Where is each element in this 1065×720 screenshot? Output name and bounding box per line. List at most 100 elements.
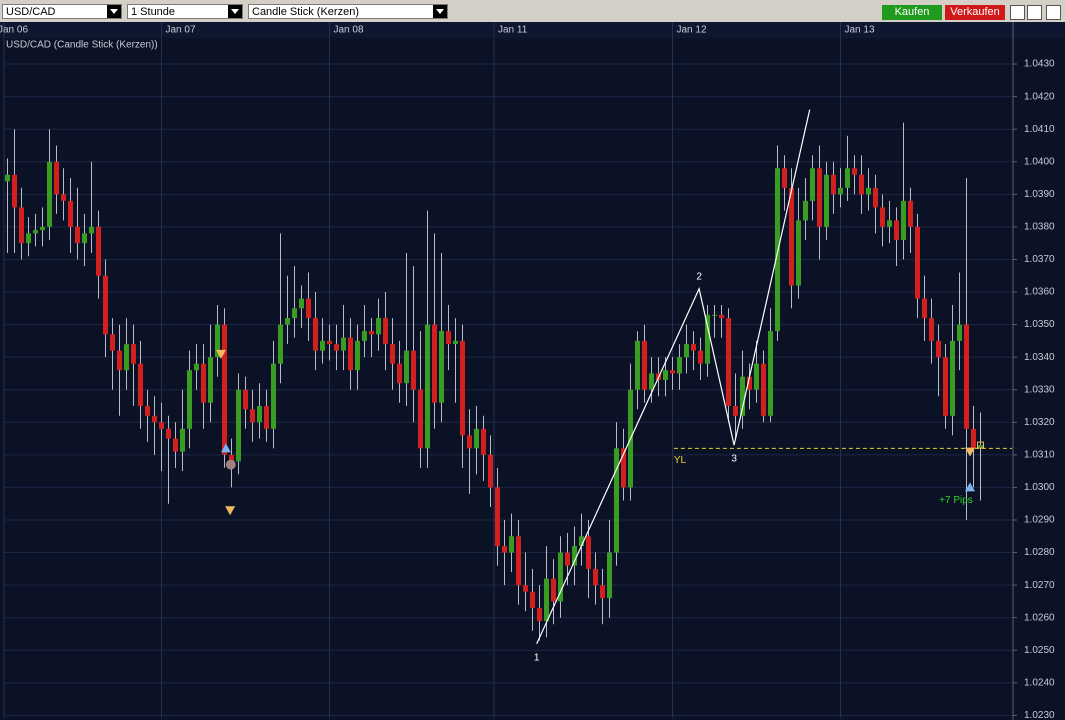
y-tick-label: 1.0340 — [1024, 352, 1055, 363]
candle-body — [228, 454, 235, 462]
x-tick-label: Jan 13 — [845, 25, 875, 36]
candle-body — [207, 357, 214, 403]
candle-body — [935, 340, 942, 358]
candle-body — [144, 406, 151, 416]
bar-icon[interactable] — [1010, 5, 1025, 20]
buy-button[interactable]: Kaufen — [882, 5, 942, 20]
candle-body — [942, 357, 949, 416]
candle-body — [291, 308, 298, 319]
y-tick-label: 1.0270 — [1024, 580, 1055, 591]
candle-body — [809, 168, 816, 201]
sell-button[interactable]: Verkaufen — [945, 5, 1005, 20]
x-tick-label: Jan 07 — [166, 25, 196, 36]
candle-body — [326, 340, 333, 345]
candle-body — [165, 428, 172, 439]
candle-body — [641, 340, 648, 390]
y-tick-label: 1.0280 — [1024, 547, 1055, 558]
candle-body — [88, 226, 95, 234]
candle-body — [592, 568, 599, 586]
marker — [965, 447, 975, 457]
x-tick-label: Jan 11 — [498, 25, 528, 36]
candle-body — [753, 363, 760, 390]
candle-body — [914, 226, 921, 299]
wave-label: 1 — [534, 652, 540, 663]
candle-body — [585, 536, 592, 569]
candle-body — [305, 298, 312, 319]
candle-body — [711, 314, 718, 316]
candle-body — [823, 174, 830, 227]
candle-body — [487, 454, 494, 488]
marker — [977, 441, 984, 449]
candle-body — [648, 373, 655, 390]
candle-body — [872, 187, 879, 208]
style-select[interactable]: Candle Stick (Kerzen) — [248, 4, 448, 19]
candle-body — [102, 275, 109, 335]
pips-label: +7 Pips — [939, 495, 973, 506]
candle-body — [214, 324, 221, 358]
candle-body — [382, 318, 389, 345]
candle-body — [242, 389, 249, 410]
candle-body — [25, 233, 32, 244]
candle-body — [851, 168, 858, 175]
candle-body — [284, 318, 291, 325]
candle-body — [221, 324, 228, 455]
candle-body — [130, 344, 137, 364]
candle-body — [361, 331, 368, 341]
candle-body — [403, 350, 410, 384]
candle-body — [900, 200, 907, 240]
y-tick-label: 1.0370 — [1024, 254, 1055, 265]
candle-body — [956, 324, 963, 341]
candle-body — [109, 334, 116, 351]
period: 1 Stunde — [131, 6, 176, 18]
candle-body — [410, 350, 417, 390]
candle-body — [389, 344, 396, 364]
y-tick-label: 1.0420 — [1024, 91, 1055, 102]
draw-icon[interactable] — [1027, 5, 1042, 20]
candle-body — [739, 376, 746, 416]
candle-body — [550, 578, 557, 602]
y-tick-label: 1.0410 — [1024, 124, 1055, 135]
y-tick-label: 1.0430 — [1024, 59, 1055, 70]
candle-body — [634, 340, 641, 390]
candle-body — [312, 318, 319, 351]
candle-body — [879, 207, 886, 227]
candle-body — [95, 226, 102, 276]
symbol-select[interactable]: USD/CAD — [2, 4, 122, 19]
candle-body — [802, 200, 809, 221]
window-icon[interactable] — [1046, 5, 1061, 20]
y-tick-label: 1.0400 — [1024, 156, 1055, 167]
candle-body — [676, 357, 683, 374]
candle-body — [564, 552, 571, 566]
candle-body — [46, 161, 53, 227]
candle-body — [732, 406, 739, 416]
candle-body — [172, 438, 179, 452]
candle-body — [200, 363, 207, 403]
candle-body — [599, 585, 606, 599]
candle-body — [557, 552, 564, 602]
candle-body — [795, 220, 802, 286]
candle-body — [921, 298, 928, 319]
period-select[interactable]: 1 Stunde — [127, 4, 243, 19]
candle-body — [746, 376, 753, 390]
candle-body — [704, 314, 711, 364]
wave-label: 2 — [696, 271, 702, 282]
candle-body — [683, 344, 690, 358]
chart: USD/CAD (Candle Stick (Kerzen)) 1.0230 1.… — [0, 22, 1065, 720]
candle-body — [256, 406, 263, 423]
wave-label: 3 — [731, 454, 737, 465]
candle-body — [970, 428, 977, 449]
candle-body — [298, 298, 305, 309]
candle-body — [277, 324, 284, 364]
candle-body — [32, 230, 39, 234]
marker — [225, 459, 236, 470]
chart-style: Candle Stick (Kerzen) — [252, 6, 359, 18]
candle-body — [249, 409, 256, 423]
candle-body — [368, 331, 375, 335]
candle-body — [354, 340, 361, 371]
candle-body — [620, 448, 627, 488]
candle-body — [886, 220, 893, 227]
candle-body — [445, 331, 452, 345]
candle-body — [977, 445, 984, 449]
candle-body — [865, 187, 872, 195]
